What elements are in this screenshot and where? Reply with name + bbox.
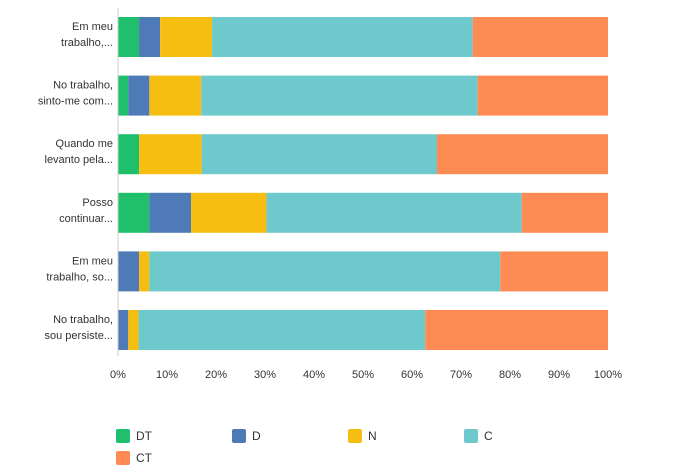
bar-segment-dt-3[interactable] (118, 134, 140, 175)
category-label-3-line-2: levanto pela... (45, 154, 114, 166)
bar-segment-dt-4[interactable] (118, 192, 150, 233)
bar-segment-c-3[interactable] (201, 134, 437, 175)
bar-segment-n-2[interactable] (149, 75, 202, 116)
category-label-1-line-2: trabalho,... (61, 37, 113, 49)
category-labels: Em meu trabalho,... No trabalho, sinto-me c… (38, 21, 113, 342)
legend-swatch (232, 429, 246, 443)
legend-label: CT (136, 451, 152, 465)
bar-segment-ct-4[interactable] (521, 192, 608, 233)
bars-group (118, 17, 608, 350)
bar-segment-n-4[interactable] (191, 192, 267, 233)
legend-label: DT (136, 429, 152, 443)
bar-segment-dt-2[interactable] (118, 75, 129, 116)
bar-segment-c-6[interactable] (138, 310, 426, 350)
bar-segment-dt-1[interactable] (118, 17, 140, 57)
bar-segment-ct-6[interactable] (425, 310, 608, 350)
category-label-1-line-1: Em meu (72, 21, 113, 33)
bar-segment-n-5[interactable] (139, 251, 150, 292)
bar-segment-c-1[interactable] (212, 17, 473, 57)
bar-segment-c-4[interactable] (266, 192, 522, 233)
category-label-2-line-2: sinto-me com... (38, 96, 113, 108)
legend-swatch (116, 429, 130, 443)
bar-segment-d-4[interactable] (149, 192, 192, 233)
legend-item-c[interactable]: C (464, 427, 493, 445)
bar-segment-d-5[interactable] (118, 251, 140, 292)
stacked-bar-chart: Em meu trabalho,... No trabalho, sinto-me c… (38, 8, 622, 381)
category-label-3-line-1: Quando me (56, 138, 113, 150)
x-tick-label: 20% (205, 369, 227, 381)
bar-segment-c-2[interactable] (201, 75, 478, 116)
category-label-5-line-1: Em meu (72, 255, 113, 267)
x-tick-labels: 0% 10% 20% 30% 40% 50% 60% 70% 80% 90% 100% (110, 369, 622, 381)
x-tick-label: 10% (156, 369, 178, 381)
x-tick-label: 60% (401, 369, 423, 381)
legend-label: C (484, 429, 493, 443)
legend-swatch (348, 429, 362, 443)
category-label-4-line-1: Posso (82, 197, 113, 209)
bar-segment-d-2[interactable] (128, 75, 150, 116)
bar-segment-ct-3[interactable] (436, 134, 608, 175)
x-tick-label: 30% (254, 369, 276, 381)
category-label-6-line-1: No trabalho, (53, 314, 113, 326)
bar-segment-d-6[interactable] (118, 310, 129, 350)
bar-segment-n-3[interactable] (139, 134, 202, 175)
legend-item-n[interactable]: N (348, 427, 377, 445)
x-tick-label: 50% (352, 369, 374, 381)
legend-label: N (368, 429, 377, 443)
bar-segment-ct-2[interactable] (477, 75, 608, 116)
bar-segment-n-6[interactable] (128, 310, 139, 350)
legend-item-dt[interactable]: DT (116, 427, 152, 445)
x-tick-label: 0% (110, 369, 126, 381)
category-label-5-line-2: trabalho, so... (46, 271, 113, 283)
category-label-4-line-2: continuar... (59, 213, 113, 225)
x-tick-label: 80% (499, 369, 521, 381)
x-tick-label: 40% (303, 369, 325, 381)
x-tick-label: 100% (594, 369, 622, 381)
bar-segment-n-1[interactable] (160, 17, 213, 57)
x-tick-label: 90% (548, 369, 570, 381)
bar-segment-ct-1[interactable] (472, 17, 608, 57)
legend-item-d[interactable]: D (232, 427, 261, 445)
category-label-6-line-2: sou persiste... (45, 330, 113, 342)
bar-segment-d-1[interactable] (139, 17, 161, 57)
bar-segment-c-5[interactable] (149, 251, 501, 292)
category-label-2-line-1: No trabalho, (53, 80, 113, 92)
legend: DT D N C CT (116, 427, 676, 471)
legend-label: D (252, 429, 261, 443)
bar-segment-ct-5[interactable] (500, 251, 608, 292)
legend-swatch (464, 429, 478, 443)
x-tick-label: 70% (450, 369, 472, 381)
legend-swatch (116, 451, 130, 465)
legend-item-ct[interactable]: CT (116, 449, 152, 467)
